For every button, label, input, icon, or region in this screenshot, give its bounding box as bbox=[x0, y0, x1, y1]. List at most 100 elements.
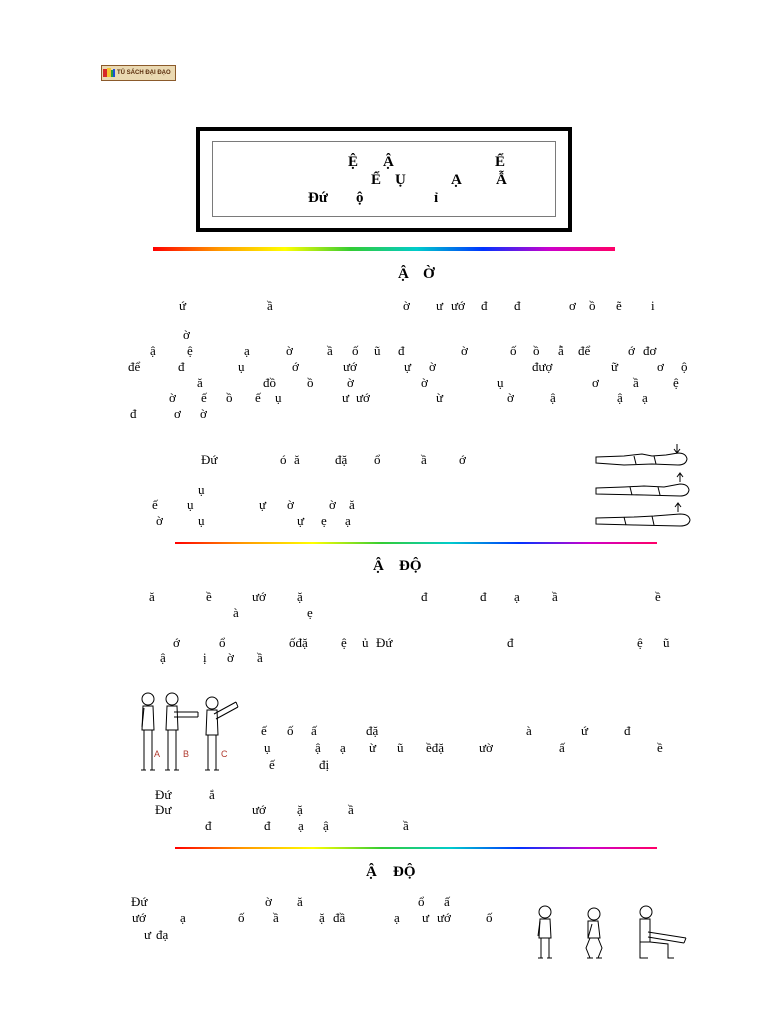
text-fragment: ờ bbox=[429, 359, 436, 374]
heading-fragment: ĐỘ bbox=[393, 864, 416, 880]
text-fragment: ụ bbox=[198, 513, 205, 528]
text-fragment: ầ bbox=[421, 452, 427, 467]
s2-line: ế đị bbox=[0, 756, 768, 774]
arrow-down-icon bbox=[673, 444, 681, 454]
text-fragment: ạ bbox=[345, 513, 351, 528]
text-fragment: đ bbox=[624, 723, 631, 738]
text-fragment: ầ bbox=[403, 818, 409, 833]
text-fragment: ự bbox=[259, 497, 267, 512]
title-inner-frame bbox=[212, 141, 556, 217]
title-line-1: Ệ Ậ Ể bbox=[0, 153, 768, 171]
text-fragment: ạ bbox=[394, 910, 400, 925]
text-fragment: ờ bbox=[287, 497, 294, 512]
text-fragment: ậ bbox=[160, 650, 166, 665]
text-fragment: ạ bbox=[514, 589, 520, 604]
text-fragment: ế bbox=[269, 757, 275, 772]
text-fragment: ấ bbox=[444, 894, 450, 909]
text-fragment: ầ bbox=[273, 910, 279, 925]
text-fragment: ờ bbox=[403, 298, 410, 313]
text-fragment: ụ bbox=[497, 375, 504, 390]
text-fragment: ụ bbox=[187, 497, 194, 512]
text-fragment: ơ bbox=[174, 406, 181, 421]
arrow-up-icon bbox=[676, 472, 684, 482]
text-fragment: ầ bbox=[348, 802, 354, 817]
text-fragment: ă bbox=[297, 894, 303, 909]
title-line-3: Đứ ộ ỉ bbox=[0, 189, 768, 207]
text-fragment: ạ bbox=[244, 343, 250, 358]
text-fragment: ớ bbox=[628, 343, 635, 358]
text-fragment: ũ bbox=[397, 740, 404, 755]
text-fragment: ổ bbox=[418, 894, 425, 909]
s1-line: đ ơ ờ bbox=[0, 405, 768, 423]
text-fragment: ệ bbox=[637, 635, 643, 650]
text-fragment: ậ bbox=[323, 818, 329, 833]
text-fragment: ờ bbox=[200, 406, 207, 421]
text-fragment: ầ bbox=[327, 343, 333, 358]
text-fragment: ó bbox=[280, 452, 287, 467]
text-fragment: ờ bbox=[347, 375, 354, 390]
text-fragment: ề bbox=[206, 589, 212, 604]
text-fragment: ụ bbox=[238, 359, 245, 374]
s1-line: ế ụ ự ờ ờ ă bbox=[0, 496, 768, 514]
figure-label-b: B bbox=[183, 749, 189, 759]
s2-line: ớ ổ ốđặ ệ ủ Đứ đ ệ ũ bbox=[0, 634, 768, 652]
s3-line: ư đạ bbox=[0, 926, 768, 944]
exercise-figure-standing bbox=[537, 905, 552, 959]
text-fragment: ă bbox=[149, 589, 155, 604]
text-fragment: ướ bbox=[437, 910, 451, 925]
standing-figure-c bbox=[205, 696, 239, 771]
text-fragment: ố bbox=[486, 910, 493, 925]
lying-figure-1 bbox=[595, 452, 688, 466]
text-fragment: ốđặ bbox=[289, 635, 308, 650]
text-fragment: đạ bbox=[156, 927, 169, 942]
text-fragment: đ bbox=[178, 359, 185, 374]
text-fragment: ắ bbox=[209, 787, 215, 802]
title-frame bbox=[196, 127, 572, 232]
text-fragment: đượ bbox=[532, 359, 553, 374]
text-fragment: ố bbox=[352, 343, 359, 358]
text-fragment: ậ bbox=[550, 390, 556, 405]
text-fragment: ớ bbox=[459, 452, 466, 467]
text-fragment: ặ bbox=[297, 802, 303, 817]
text-fragment: đ bbox=[514, 298, 521, 313]
title-fragment: Ể bbox=[371, 172, 382, 188]
s2-line: đ đ ạ ậ ầ bbox=[0, 817, 768, 835]
text-fragment: đ bbox=[264, 818, 271, 833]
text-fragment: ớ bbox=[173, 635, 180, 650]
text-fragment: ềđặ bbox=[426, 740, 445, 755]
text-fragment: ữ bbox=[611, 359, 619, 374]
text-fragment: ườ bbox=[479, 740, 493, 755]
text-fragment: đ bbox=[205, 818, 212, 833]
text-fragment: ơ bbox=[569, 298, 576, 313]
text-fragment: đ bbox=[507, 635, 514, 650]
text-fragment: ổ bbox=[219, 635, 226, 650]
text-fragment: đặ bbox=[366, 723, 379, 738]
text-fragment: ờ bbox=[265, 894, 272, 909]
s1-line: ờ bbox=[0, 326, 768, 344]
text-fragment: Đứ bbox=[131, 894, 148, 909]
text-fragment: ế bbox=[261, 723, 267, 738]
text-fragment: đ bbox=[398, 343, 405, 358]
text-fragment: ự bbox=[297, 513, 305, 528]
text-fragment: ư bbox=[436, 298, 444, 313]
text-fragment: ướ bbox=[132, 910, 146, 925]
title-fragment: ộ bbox=[356, 190, 364, 206]
arrow-up-icon bbox=[674, 502, 682, 512]
title-fragment: Ệ bbox=[348, 154, 359, 170]
text-fragment: ă bbox=[349, 497, 355, 512]
text-fragment: ậ bbox=[150, 343, 156, 358]
s2-line: ụ ậ ạ ừ ũ ềđặ ườ ấ ề bbox=[0, 739, 768, 757]
rainbow-divider bbox=[175, 847, 657, 849]
text-fragment: ề bbox=[657, 740, 663, 755]
text-fragment: ă bbox=[294, 452, 300, 467]
s1-line: để đ ụ ớ ướ ự ờ đượ ữ ơ ộ bbox=[0, 358, 768, 376]
s1-line: ờ ế ồ ế ụ ư ướ ừ ờ ậ ậ ạ bbox=[0, 389, 768, 407]
text-fragment: ướ bbox=[356, 390, 370, 405]
text-fragment: để bbox=[128, 359, 141, 374]
text-fragment: ơ bbox=[592, 375, 599, 390]
text-fragment: ờ bbox=[156, 513, 163, 528]
heading-fragment: Ậ bbox=[373, 558, 384, 574]
s1-line: ụ bbox=[0, 481, 768, 499]
text-fragment: ờ bbox=[183, 327, 190, 342]
